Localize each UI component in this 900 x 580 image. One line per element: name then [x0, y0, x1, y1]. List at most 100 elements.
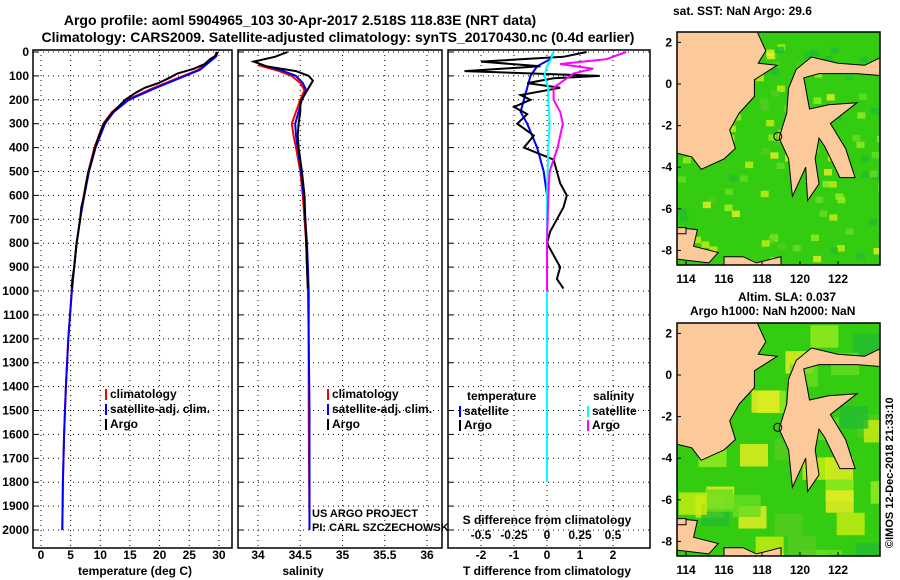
map-x-tick-label: 118: [752, 563, 772, 577]
map-y-tick-label: -2: [661, 410, 672, 424]
y-tick-label: 1200: [2, 332, 29, 346]
argo-position-marker: [773, 131, 783, 141]
x-axis-label: salinity: [282, 564, 324, 578]
sea-value-patch: [751, 390, 780, 413]
sea-value-patch: [739, 444, 768, 467]
sea-value-patch: [766, 119, 775, 127]
sea-value-patch: [766, 52, 775, 60]
sea-value-patch: [761, 147, 770, 155]
legend-label: Argo: [332, 417, 360, 431]
sea-value-patch: [732, 494, 761, 517]
y-tick-label: 200: [9, 93, 29, 107]
title-line-2: Climatology: CARS2009. Satellite-adjuste…: [42, 29, 635, 45]
sea-value-patch: [682, 157, 691, 164]
plot-area: [32, 49, 233, 549]
sea-value-patch: [708, 196, 717, 204]
legend-label: climatology: [110, 387, 177, 401]
sea-value-patch: [855, 543, 880, 556]
sea-value-patch: [767, 237, 776, 245]
sea-value-patch: [678, 492, 707, 515]
sea-value-patch: [845, 228, 854, 235]
x-tick-label: 30: [212, 548, 226, 562]
land-java: [677, 518, 720, 555]
x-axis-label-2: S difference from climatology: [463, 513, 632, 527]
y-tick-label: 400: [9, 141, 29, 155]
x-tick-label: 0: [544, 548, 551, 562]
map-y-tick-label: 0: [665, 368, 672, 382]
x-tick-label: 35: [336, 548, 350, 562]
sea-value-patch: [826, 94, 835, 101]
sea-value-patch: [709, 246, 718, 253]
sea-value-patch: [727, 125, 736, 133]
legend-title-temperature: temperature: [467, 389, 537, 403]
project-annotation: US ARGO PROJECT: [312, 508, 418, 520]
plot-area: [237, 49, 443, 549]
temperature-panel: 0 5 10 15 20 25 30 temperature (deg C) 0 100 200 30…: [2, 45, 233, 578]
y-tick-label: 1800: [2, 475, 29, 489]
sea-value-patch: [810, 325, 839, 348]
legend-label: satellite: [592, 404, 637, 418]
sea-value-patch: [845, 73, 854, 80]
sea-value-patch: [858, 93, 867, 101]
land-sulawesi: [778, 347, 880, 493]
sea-value-patch: [830, 247, 839, 254]
map-x-tick-label: 120: [790, 563, 810, 577]
sea-value-patch: [776, 85, 785, 92]
sea-value-patch: [869, 170, 878, 178]
sea-value-patch: [859, 56, 868, 63]
map-y-tick-label: -6: [661, 493, 672, 507]
sea-value-patch: [813, 255, 822, 263]
x-tick-label-2: -0.5: [471, 528, 492, 542]
sea-value-patch: [677, 176, 686, 183]
sea-value-patch: [755, 74, 764, 82]
x-tick-label-2: -0.25: [500, 528, 528, 542]
land-sulawesi: [778, 56, 880, 202]
sea-value-patch: [861, 171, 870, 179]
y-tick-label: 1400: [2, 380, 29, 394]
x-tick-label: 34.5: [289, 548, 313, 562]
sea-value-patch: [837, 196, 846, 204]
map-y-tick-label: 2: [665, 326, 672, 340]
sea-value-patch: [828, 181, 837, 188]
sea-value-patch: [745, 161, 754, 169]
sea-value-patch: [770, 68, 779, 75]
sea-value-patch: [814, 71, 823, 78]
map-y-tick-label: -8: [661, 534, 672, 548]
map-frame: [676, 322, 881, 557]
sea-value-patch: [760, 104, 769, 112]
y-tick-label: 600: [9, 188, 29, 202]
sla-map-title-1: Altim. SLA: 0.037: [738, 290, 836, 304]
series-line-argo: [250, 51, 315, 289]
sst-map-title: sat. SST: NaN Argo: 29.6: [673, 4, 812, 18]
legend-label: Argo: [464, 418, 492, 432]
sea-value-patch: [680, 215, 689, 222]
y-tick-label: 500: [9, 165, 29, 179]
title-line-1: Argo profile: aoml 5904965_103 30-Apr-20…: [64, 12, 536, 28]
legend-label: climatology: [332, 387, 399, 401]
map-x-tick-label: 116: [714, 563, 734, 577]
sea-value-patch: [778, 243, 787, 250]
x-tick-label: 10: [94, 548, 108, 562]
x-tick-label: 5: [67, 548, 74, 562]
map-x-tick-label: 118: [752, 272, 772, 286]
x-tick-label: 15: [123, 548, 137, 562]
legend-label: satellite-adj. clim.: [332, 402, 432, 416]
y-tick-label: 1000: [2, 284, 29, 298]
y-tick-label: 1900: [2, 499, 29, 513]
sea-value-patch: [836, 512, 865, 536]
x-tick-label-2: 0: [544, 528, 551, 542]
y-tick-label: 0: [22, 45, 29, 59]
sea-value-patch: [803, 52, 812, 59]
sea-value-patch: [856, 141, 865, 149]
map-x-tick-label: 114: [676, 563, 696, 577]
legend-label: satellite-adj. clim.: [110, 402, 210, 416]
sea-value-patch: [770, 152, 779, 159]
sea-value-patch: [776, 162, 785, 170]
sea-value-patch: [692, 236, 701, 244]
sea-value-patch: [813, 97, 822, 104]
map-y-tick-label: 0: [665, 77, 672, 91]
x-tick-label: 35.5: [373, 548, 397, 562]
sea-value-patch: [731, 210, 740, 218]
y-tick-label: 800: [9, 236, 29, 250]
